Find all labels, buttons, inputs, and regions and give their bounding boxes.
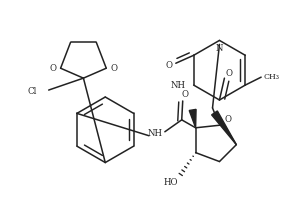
Polygon shape — [189, 109, 196, 128]
Text: O: O — [49, 64, 56, 73]
Text: NH: NH — [171, 81, 186, 90]
Text: O: O — [225, 115, 232, 124]
Text: O: O — [111, 64, 118, 73]
Text: CH₃: CH₃ — [263, 73, 279, 81]
Polygon shape — [212, 111, 236, 145]
Text: NH: NH — [148, 129, 162, 138]
Text: O: O — [226, 69, 233, 78]
Text: HO: HO — [164, 178, 178, 187]
Text: O: O — [181, 89, 188, 98]
Text: O: O — [165, 61, 172, 70]
Text: N: N — [216, 44, 223, 53]
Text: Cl: Cl — [27, 86, 37, 96]
